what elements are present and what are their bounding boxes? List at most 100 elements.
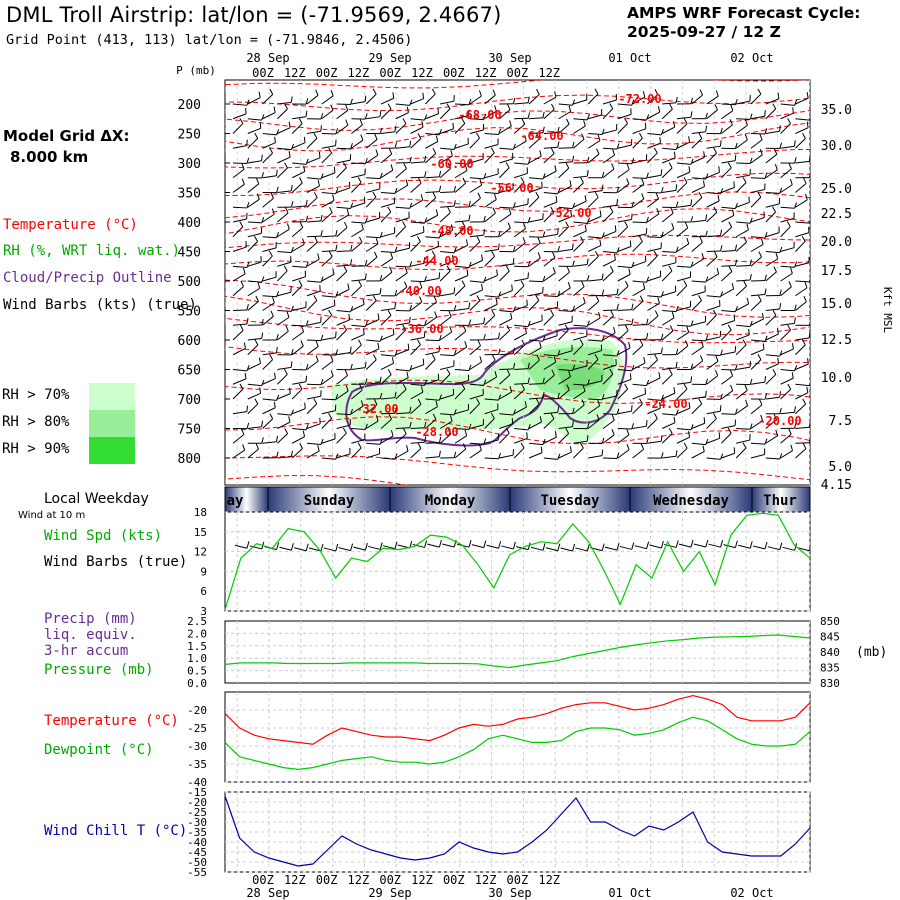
wind-barb-flag: [715, 90, 719, 97]
surface-barb-flag: [764, 541, 768, 550]
wind-barb-flag: [787, 324, 792, 331]
wind-barb-flag: [257, 282, 261, 289]
wind-barb-flag: [564, 324, 569, 331]
wind-barb-flag: [261, 332, 264, 339]
wind-barb-shaft: [336, 329, 347, 341]
wind-barb-shaft: [676, 447, 688, 459]
wind-barb-flag: [241, 163, 245, 170]
wind-barb-flag: [495, 298, 498, 305]
wind-height-label: Wind at 10 m: [18, 510, 86, 521]
wind-barb-shaft: [647, 111, 660, 120]
wind-barb-flag: [261, 154, 263, 161]
wind-barb-flag: [271, 208, 275, 215]
wind-barb-flag: [362, 298, 365, 305]
wind-barb-shaft: [262, 418, 274, 429]
wind-barb-shaft: [454, 265, 469, 269]
wind-barb-flag: [379, 376, 382, 383]
wind-barb-shaft: [410, 126, 424, 134]
wind-barb-shaft: [706, 457, 721, 460]
wind-barb-flag: [803, 296, 807, 302]
wind-barb-flag: [584, 195, 587, 202]
wind-barb-flag: [702, 445, 705, 452]
wind-barb-shaft: [662, 291, 676, 297]
wind-barb-shaft: [543, 418, 555, 429]
wind-barb-flag: [580, 236, 584, 242]
wind-barb-shaft: [691, 156, 705, 164]
wind-barb-shaft: [306, 258, 320, 267]
wind-barb-shaft: [662, 310, 677, 313]
wind-barb-flag: [713, 413, 717, 419]
wind-barb-shaft: [321, 256, 333, 267]
wind-barb-shaft: [765, 333, 779, 341]
wind-barb-flag: [524, 327, 527, 334]
height-tick-label: 25.0: [821, 182, 852, 197]
wind-barb-flag: [581, 133, 585, 140]
wind-barb-shaft: [573, 440, 588, 444]
wind-barb-flag: [299, 442, 303, 449]
temperature-contour-label: -40.00: [398, 284, 441, 298]
wind-barb-flag: [557, 406, 560, 413]
wind-barb-shaft: [750, 293, 765, 297]
wind-barb-shaft: [587, 93, 599, 105]
wind-barb-shaft: [232, 145, 247, 149]
wind-barb-shaft: [247, 287, 260, 297]
panel-tick-label: 3: [200, 605, 207, 618]
wind-barb-shaft: [765, 374, 777, 385]
wind-barb-shaft: [647, 152, 658, 164]
wind-barb-flag: [794, 99, 798, 106]
wind-barb-shaft: [351, 389, 363, 400]
wind-barb-flag: [805, 193, 808, 200]
wind-barb-shaft: [365, 93, 377, 105]
wind-barb-flag: [639, 295, 644, 302]
surface-barb-shaft: [294, 547, 307, 552]
wind-barb-flag: [276, 231, 280, 238]
wind-barb-shaft: [661, 422, 676, 429]
surface-barb-flag: [705, 539, 709, 548]
wind-barb-shaft: [543, 132, 558, 134]
wind-barb-shaft: [440, 147, 455, 151]
wind-barb-flag: [527, 96, 530, 103]
wind-barb-shaft: [736, 265, 751, 267]
wind-barb-shaft: [721, 390, 733, 400]
wind-barb-shaft: [336, 109, 349, 120]
wind-barb-shaft: [306, 395, 321, 400]
wind-barb-flag: [699, 89, 703, 96]
wind-barb-flag: [557, 245, 561, 252]
wind-barb-flag: [653, 413, 658, 419]
temperature-contour: [225, 110, 810, 133]
wind-barb-flag: [764, 438, 768, 445]
wind-barb-flag: [347, 283, 350, 290]
wind-barb-shaft: [277, 156, 291, 164]
wind-barb-shaft: [439, 229, 453, 238]
wind-barb-flag: [417, 339, 421, 346]
pressure-tick-label: 845: [820, 631, 840, 644]
wind-barb-shaft: [765, 130, 780, 134]
wind-barb-flag: [394, 289, 398, 297]
wind-barb-flag: [284, 162, 288, 169]
wind-barb-shaft: [484, 295, 499, 298]
wind-barb-flag: [424, 114, 428, 121]
wind-barb-flag: [601, 128, 605, 135]
wind-barb-shaft: [499, 188, 514, 193]
wind-barb-flag: [803, 177, 807, 184]
wind-barb-shaft: [632, 383, 647, 387]
wind-barb-shaft: [573, 118, 588, 121]
wind-barb-flag: [391, 357, 395, 364]
wind-barb-flag: [657, 297, 660, 304]
wind-barb-flag: [431, 88, 436, 95]
wind-barb-flag: [566, 118, 570, 125]
wind-barb-shaft: [425, 176, 440, 179]
wind-barb-flag: [703, 417, 706, 424]
surface-barb-flag: [631, 542, 635, 550]
pressure-tick-label: 835: [820, 662, 840, 675]
wind-barb-flag: [461, 280, 466, 287]
wind-barb-flag: [557, 290, 561, 297]
wind-barb-flag: [403, 428, 407, 435]
wind-barb-flag: [305, 110, 308, 117]
wind-barb-flag: [720, 349, 723, 356]
wind-barb-flag: [431, 250, 436, 257]
surface-barb-shaft: [575, 547, 588, 552]
wind-barb-flag: [660, 394, 664, 401]
precip-legend: Precip (mm): [44, 611, 137, 627]
